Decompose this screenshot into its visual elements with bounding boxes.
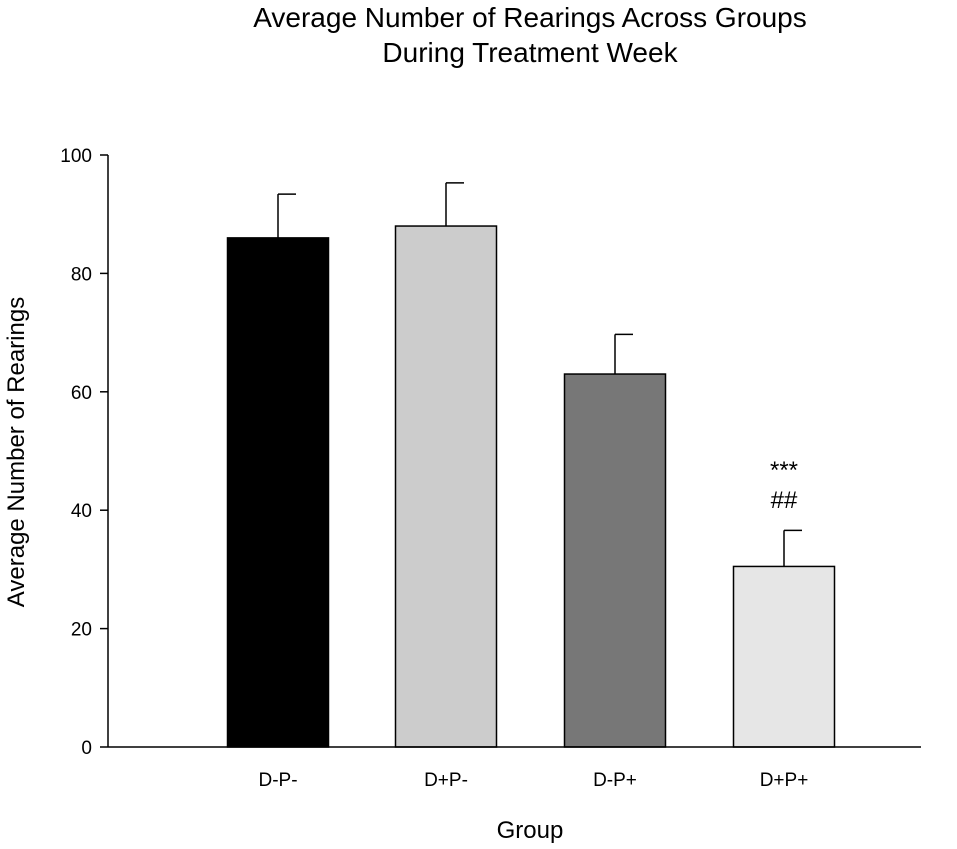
x-tick-label: D-P- — [258, 770, 297, 791]
bar-D+P+ — [732, 565, 836, 748]
y-tick-label: 20 — [71, 620, 92, 641]
error-bars-group — [277, 182, 802, 567]
bars-group — [226, 225, 836, 748]
y-tick-label: 80 — [71, 264, 92, 285]
y-tick-label: 0 — [81, 738, 92, 759]
x-tick-label: D+P- — [424, 770, 468, 791]
chart-title-line-2: During Treatment Week — [382, 37, 678, 68]
significance-hashes: ## — [771, 487, 798, 514]
y-tick-label: 40 — [71, 501, 92, 522]
significance-stars: *** — [770, 457, 798, 484]
x-tick-label: D-P+ — [593, 770, 637, 791]
bar-D+P- — [394, 225, 498, 748]
y-ticks-group: 0 20 40 60 80 100 — [60, 146, 108, 759]
chart-title-line-1: Average Number of Rearings Across Groups — [253, 2, 807, 33]
bar-D-P- — [226, 237, 330, 748]
y-axis-label: Average Number of Rearings — [3, 297, 30, 607]
x-axis-label: Group — [497, 817, 564, 844]
y-tick-label: 60 — [71, 383, 92, 404]
y-tick-label: 100 — [60, 146, 92, 167]
x-tick-label: D+P+ — [760, 770, 809, 791]
annotations-group: *** ## — [770, 457, 798, 514]
bar-D-P+ — [563, 373, 667, 748]
x-tick-labels-group: D-P- D+P- D-P+ D+P+ — [258, 770, 808, 791]
